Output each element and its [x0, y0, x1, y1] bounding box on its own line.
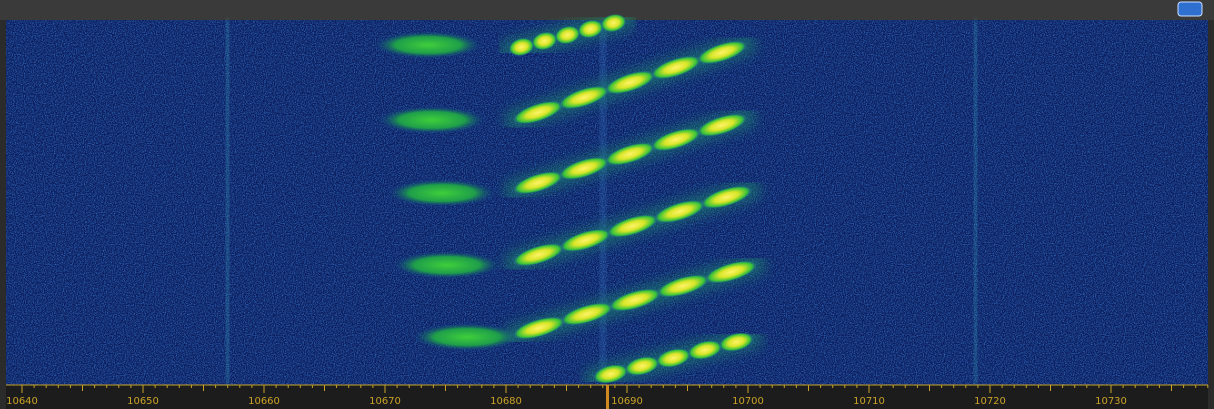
corner-button[interactable]	[1177, 1, 1203, 17]
signal-blob	[656, 348, 691, 368]
tick-label: 10680	[490, 396, 522, 407]
signal-blob	[558, 156, 610, 181]
signal-blob	[653, 199, 706, 224]
carrier-line	[600, 20, 606, 385]
axis-ticks: 10640 10650 10660 10670 10680 10690 10700 10710…	[6, 385, 1209, 407]
signal-blob	[531, 31, 558, 51]
signal-blob	[687, 340, 723, 360]
carrier-line	[226, 20, 229, 385]
tick-label: 10660	[248, 396, 280, 407]
signal-blob	[508, 37, 535, 57]
tick-label: 10720	[974, 396, 1006, 407]
tick-label: 10730	[1095, 396, 1127, 407]
signal-blob	[560, 302, 614, 326]
signal-blob	[624, 356, 660, 376]
signal-blob	[604, 70, 656, 95]
signal-blob	[650, 127, 702, 152]
signal-blob	[558, 85, 610, 110]
signal-blob	[704, 260, 758, 284]
signal-traces	[373, 9, 766, 389]
waterfall-noise	[6, 20, 1208, 385]
tuning-marker[interactable]	[606, 385, 609, 409]
signal-blob	[512, 316, 566, 340]
signal-blob	[512, 100, 564, 125]
signal-blob	[608, 288, 662, 312]
tick-label: 10690	[611, 396, 643, 407]
signal-blob	[387, 179, 497, 207]
tick-label: 10700	[732, 396, 764, 407]
signal-blob	[577, 19, 604, 39]
signal-blob	[593, 364, 629, 384]
signal-blob	[606, 214, 659, 238]
title-bar	[0, 0, 1214, 20]
signal-blob	[696, 113, 748, 137]
signal-blob	[377, 106, 487, 134]
signal-blob	[650, 55, 702, 80]
signal-blob	[700, 185, 753, 209]
signal-blob	[696, 40, 748, 65]
tick-label: 10650	[127, 396, 159, 407]
carrier-line	[974, 20, 977, 385]
signal-blob	[554, 25, 581, 45]
signal-blob	[412, 323, 522, 351]
signal-blob	[373, 31, 483, 59]
tick-label: 10640	[6, 396, 38, 407]
signal-blob	[656, 274, 710, 298]
tick-label: 10670	[369, 396, 401, 407]
signal-blob	[604, 142, 656, 166]
signal-blob	[512, 243, 565, 267]
signal-blob	[512, 171, 564, 195]
signal-blob	[392, 251, 502, 279]
signal-blob	[600, 13, 627, 33]
signal-blob	[559, 228, 612, 253]
tick-label: 10710	[853, 396, 885, 407]
signal-blob	[718, 332, 754, 352]
